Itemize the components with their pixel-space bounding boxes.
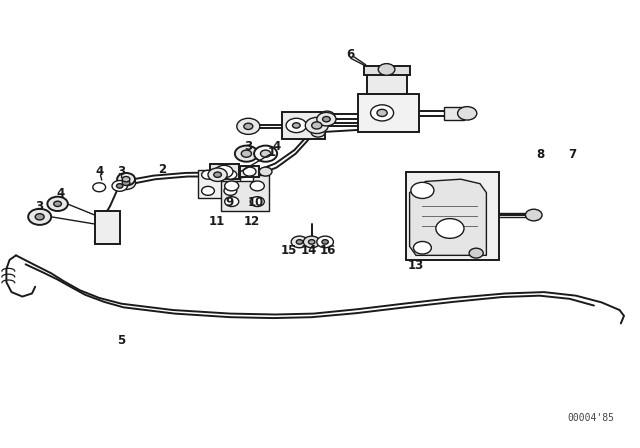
Circle shape xyxy=(317,112,336,126)
Circle shape xyxy=(35,214,44,220)
Bar xyxy=(95,211,120,244)
Circle shape xyxy=(377,109,387,116)
Circle shape xyxy=(28,209,51,225)
Circle shape xyxy=(312,122,322,129)
Polygon shape xyxy=(221,175,269,211)
Circle shape xyxy=(458,107,477,120)
Text: 3: 3 xyxy=(118,164,125,178)
Text: 7: 7 xyxy=(569,148,577,161)
Circle shape xyxy=(122,177,130,182)
Bar xyxy=(240,166,259,177)
Circle shape xyxy=(202,170,214,179)
Circle shape xyxy=(208,168,227,181)
Circle shape xyxy=(322,240,328,244)
Text: 14: 14 xyxy=(300,244,317,258)
Circle shape xyxy=(260,150,271,157)
Circle shape xyxy=(116,184,123,188)
Bar xyxy=(444,107,464,120)
Circle shape xyxy=(250,197,264,207)
Circle shape xyxy=(250,181,264,191)
Circle shape xyxy=(112,181,127,191)
Circle shape xyxy=(116,176,136,190)
Text: 6: 6 xyxy=(347,48,355,61)
Bar xyxy=(406,172,499,260)
Circle shape xyxy=(308,240,315,244)
Text: 12: 12 xyxy=(243,215,260,228)
Circle shape xyxy=(117,173,135,185)
Text: 3: 3 xyxy=(36,199,44,213)
Text: 10: 10 xyxy=(248,196,264,209)
Circle shape xyxy=(296,240,303,244)
Polygon shape xyxy=(198,166,240,198)
Circle shape xyxy=(47,197,68,211)
Circle shape xyxy=(93,183,106,192)
Circle shape xyxy=(311,127,325,137)
Circle shape xyxy=(225,181,239,191)
Circle shape xyxy=(54,201,61,207)
Circle shape xyxy=(305,117,328,134)
Circle shape xyxy=(235,146,258,162)
Polygon shape xyxy=(410,179,486,255)
Circle shape xyxy=(214,172,221,177)
Circle shape xyxy=(215,165,233,178)
Circle shape xyxy=(241,150,252,157)
Text: 16: 16 xyxy=(319,244,336,258)
Text: 5: 5 xyxy=(118,334,125,347)
Circle shape xyxy=(254,146,277,162)
Text: 2: 2 xyxy=(158,163,166,176)
Bar xyxy=(282,112,325,139)
Circle shape xyxy=(317,236,333,248)
Text: 4: 4 xyxy=(273,140,280,154)
Circle shape xyxy=(237,118,260,134)
Text: 4: 4 xyxy=(96,164,104,178)
Circle shape xyxy=(243,167,256,176)
Text: 8: 8 xyxy=(537,148,545,161)
Circle shape xyxy=(436,219,464,238)
Bar xyxy=(364,66,410,75)
Bar xyxy=(358,94,419,132)
Circle shape xyxy=(225,197,239,207)
Circle shape xyxy=(323,116,330,122)
Bar xyxy=(210,164,239,179)
Circle shape xyxy=(469,248,483,258)
Circle shape xyxy=(319,111,335,122)
Text: 3: 3 xyxy=(244,140,252,154)
Circle shape xyxy=(291,236,308,248)
Text: 00004'85: 00004'85 xyxy=(568,414,614,423)
Circle shape xyxy=(303,236,320,248)
Circle shape xyxy=(259,167,272,176)
Circle shape xyxy=(292,123,300,128)
Circle shape xyxy=(371,105,394,121)
Circle shape xyxy=(413,241,431,254)
Circle shape xyxy=(202,186,214,195)
Circle shape xyxy=(244,123,253,129)
Text: 9: 9 xyxy=(225,196,233,209)
Circle shape xyxy=(224,186,237,195)
Text: 15: 15 xyxy=(281,244,298,258)
Text: 13: 13 xyxy=(408,259,424,272)
Circle shape xyxy=(525,209,542,221)
Circle shape xyxy=(122,180,130,185)
Circle shape xyxy=(224,170,237,179)
Bar xyxy=(367,73,407,94)
Circle shape xyxy=(286,118,307,133)
Text: 4: 4 xyxy=(57,187,65,200)
Text: 1: 1 xyxy=(268,146,276,159)
Text: 11: 11 xyxy=(208,215,225,228)
Circle shape xyxy=(378,64,395,75)
Circle shape xyxy=(411,182,434,198)
